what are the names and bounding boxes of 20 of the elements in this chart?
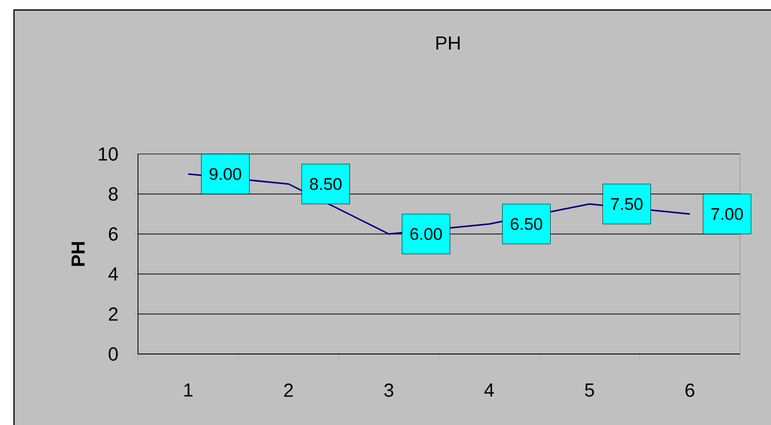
x-tick-label: 6 bbox=[686, 384, 694, 397]
y-tick-label: 6 bbox=[108, 227, 118, 241]
data-label: 6.00 bbox=[410, 228, 442, 240]
x-tick-label: 4 bbox=[484, 384, 494, 397]
data-label: 7.50 bbox=[611, 198, 643, 210]
x-tick-label: 3 bbox=[384, 384, 394, 397]
y-tick-label: 10 bbox=[98, 147, 118, 161]
data-label: 9.00 bbox=[210, 168, 242, 180]
y-tick-label: 2 bbox=[108, 307, 118, 321]
y-axis-title: PH bbox=[72, 242, 85, 266]
chart-title: PH bbox=[436, 36, 460, 50]
y-tick-label: 8 bbox=[108, 187, 118, 201]
x-tick-label: 2 bbox=[284, 384, 293, 397]
x-tick-label: 5 bbox=[585, 384, 594, 397]
y-tick-label: 0 bbox=[108, 347, 118, 361]
data-label: 8.50 bbox=[310, 178, 342, 190]
x-tick-label: 1 bbox=[184, 384, 193, 397]
data-label: 6.50 bbox=[510, 218, 542, 230]
y-tick-label: 4 bbox=[108, 267, 118, 281]
data-label: 7.00 bbox=[711, 208, 743, 220]
